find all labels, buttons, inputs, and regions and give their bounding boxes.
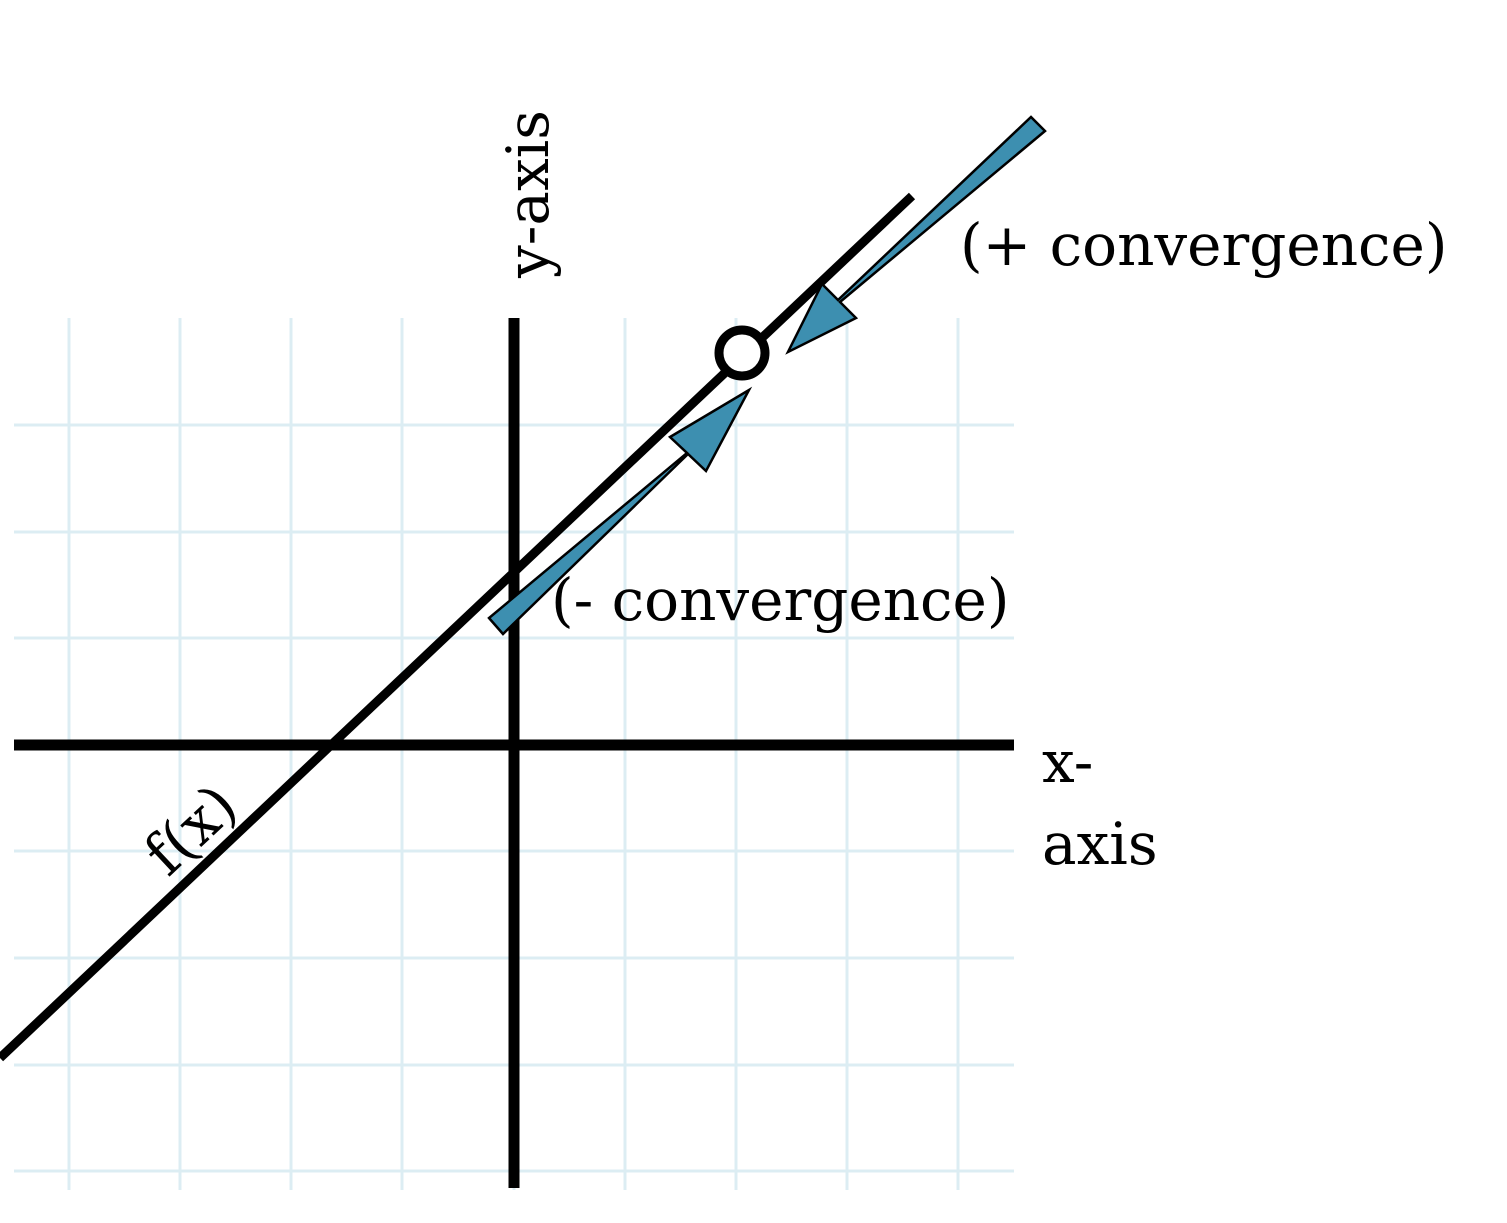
x-axis-label-line2: axis — [1042, 810, 1158, 878]
y-axis-label: y-axis — [494, 110, 562, 279]
limit-point-open-circle — [714, 325, 770, 381]
x-axis-label-line1: x- — [1042, 728, 1093, 796]
minus-convergence-label: (- convergence) — [551, 566, 1009, 634]
function-label: f(x) — [131, 771, 250, 889]
plus-convergence-arrow — [785, 115, 1047, 355]
minus-convergence-arrow — [487, 386, 753, 636]
plus-convergence-label: (+ convergence) — [960, 211, 1447, 279]
